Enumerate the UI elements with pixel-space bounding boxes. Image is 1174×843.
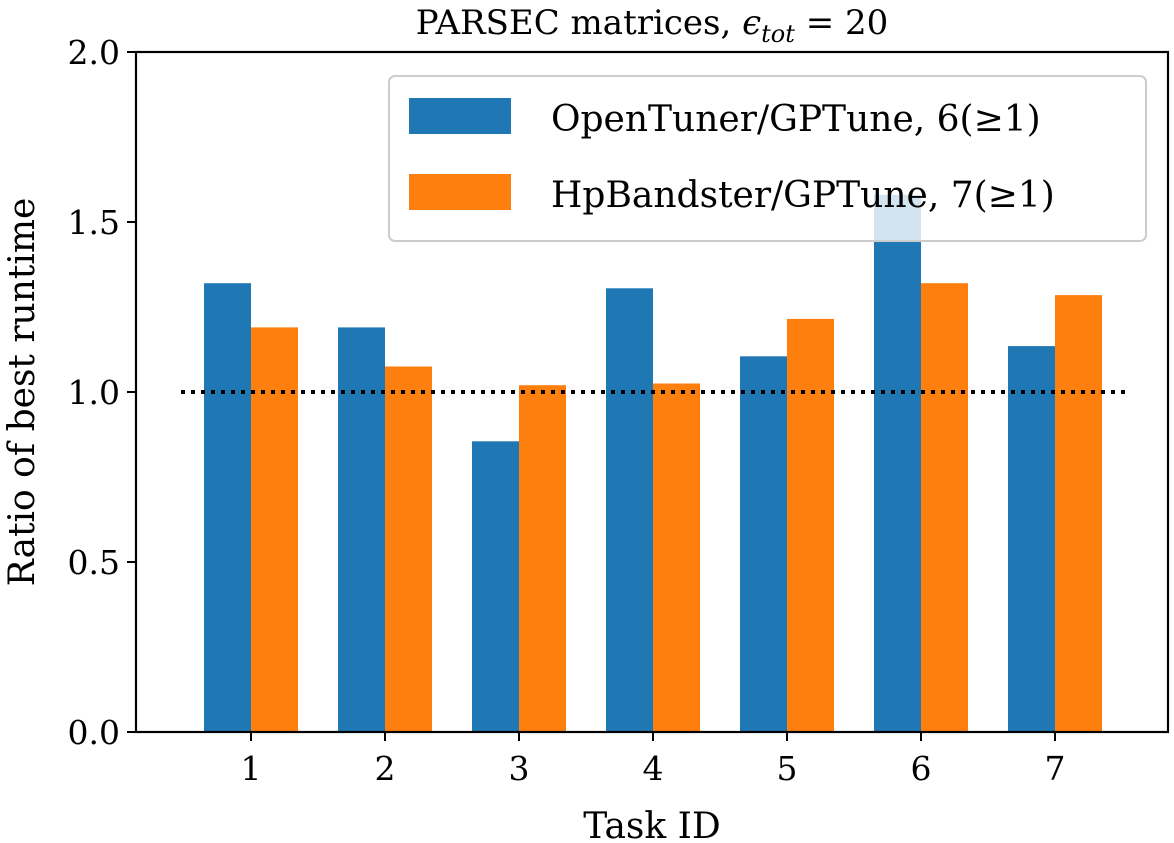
y-axis-label: Ratio of best runtime bbox=[2, 198, 43, 587]
x-axis-label: Task ID bbox=[583, 806, 721, 843]
y-tick-label-1: 0.5 bbox=[68, 543, 120, 582]
legend-box bbox=[388, 75, 1147, 242]
x-tick-label-7: 7 bbox=[1045, 749, 1066, 788]
bar-opentuner-task-3 bbox=[472, 441, 519, 732]
x-tick-label-4: 4 bbox=[643, 749, 664, 788]
bar-opentuner-task-1 bbox=[204, 283, 251, 732]
y-tick-label-3: 1.5 bbox=[68, 203, 120, 242]
legend-label-opentuner: OpenTuner/GPTune, 6(≥1) bbox=[551, 99, 1041, 140]
legend-swatch-opentuner bbox=[409, 98, 511, 134]
bar-opentuner-task-5 bbox=[740, 356, 787, 732]
bar-hpbandster-task-5 bbox=[787, 318, 834, 732]
y-axis: 0.0 0.5 1.0 1.5 2.0 bbox=[68, 33, 136, 752]
bar-opentuner-task-7 bbox=[1008, 346, 1055, 732]
legend-label-hpbandster: HpBandster/GPTune, 7(≥1) bbox=[551, 175, 1055, 216]
bar-hpbandster-task-4 bbox=[653, 383, 700, 732]
bar-hpbandster-task-3 bbox=[519, 385, 566, 732]
x-tick-label-2: 2 bbox=[375, 749, 396, 788]
y-tick-label-4: 2.0 bbox=[68, 33, 120, 72]
bar-hpbandster-task-7 bbox=[1055, 295, 1102, 732]
bar-hpbandster-task-2 bbox=[385, 366, 432, 732]
legend: OpenTuner/GPTune, 6(≥1) HpBandster/GPTun… bbox=[388, 75, 1147, 242]
x-axis: 1 2 3 4 5 6 7 bbox=[241, 732, 1066, 788]
x-tick-label-5: 5 bbox=[777, 749, 798, 788]
bar-opentuner-task-6 bbox=[874, 194, 921, 733]
x-tick-label-1: 1 bbox=[241, 749, 262, 788]
bar-hpbandster-task-1 bbox=[251, 327, 298, 732]
x-tick-label-6: 6 bbox=[911, 749, 932, 788]
bar-opentuner-task-4 bbox=[606, 288, 653, 732]
bar-opentuner-task-2 bbox=[338, 327, 385, 732]
legend-swatch-hpbandster bbox=[409, 174, 511, 210]
y-tick-label-0: 0.0 bbox=[68, 713, 120, 752]
bar-hpbandster-task-6 bbox=[921, 283, 968, 732]
x-tick-label-3: 3 bbox=[509, 749, 530, 788]
bars-layer bbox=[204, 194, 1102, 733]
y-tick-label-2: 1.0 bbox=[68, 373, 120, 412]
chart-title: PARSEC matrices, ϵtot = 20 bbox=[416, 3, 889, 48]
